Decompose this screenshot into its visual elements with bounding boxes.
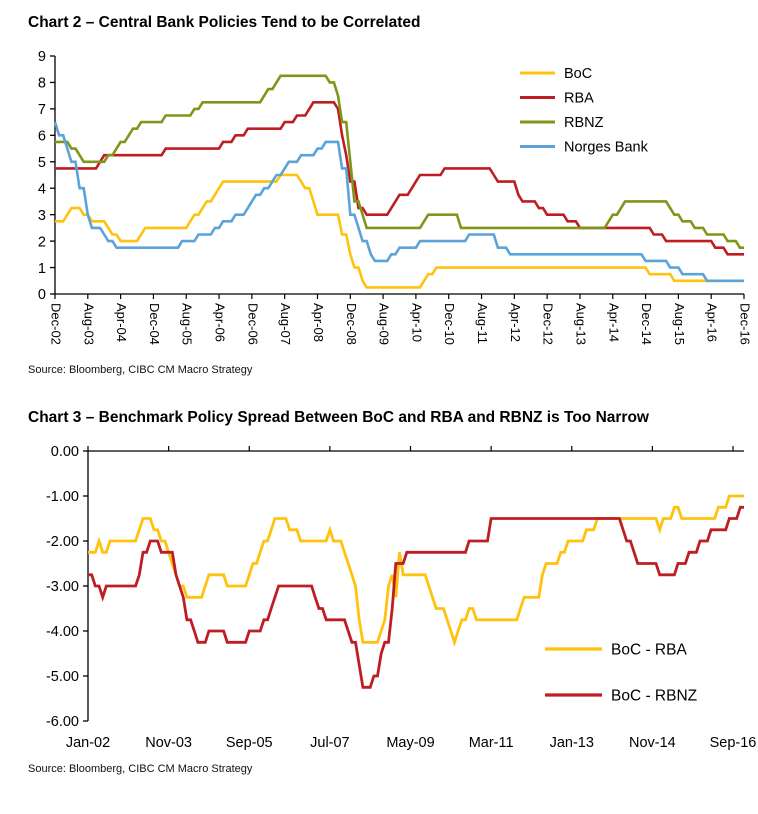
x-tick-label: Aug-03 (81, 303, 96, 345)
x-tick-label: Apr-06 (213, 303, 228, 342)
x-tick-label: Dec-06 (245, 303, 260, 345)
x-tick-label: Dec-16 (738, 303, 753, 345)
x-tick-label: Sep-16 (710, 735, 757, 751)
series-line-boc-rba (88, 494, 744, 647)
y-tick-label: -4.00 (46, 624, 79, 640)
chart3-title: Chart 3 – Benchmark Policy Spread Betwee… (28, 409, 649, 426)
legend-label-boc-rba: BoC - RBA (611, 642, 687, 659)
x-tick-label: Aug-09 (377, 303, 392, 345)
x-tick-label: Dec-14 (639, 303, 654, 345)
y-tick-label: 4 (38, 181, 46, 197)
x-tick-label: Nov-03 (145, 735, 192, 751)
x-tick-label: Dec-08 (344, 303, 359, 345)
chart3-svg: 0.00 -1.00 -2.00 -3.00 -4.00 -5.00 -6.00 Jan-02… (46, 444, 757, 751)
y-tick-label: -1.00 (46, 489, 79, 505)
x-tick-label: Dec-04 (147, 303, 162, 345)
x-tick-label: Dec-02 (49, 303, 64, 345)
x-tick-label: Apr-10 (409, 303, 424, 342)
x-tick-label: Jul-07 (310, 735, 350, 751)
series-line-norges-bank (53, 121, 744, 283)
x-tick-label: Apr-12 (508, 303, 523, 342)
y-tick-label: 9 (38, 49, 46, 65)
legend-label-boc-rbnz: BoC - RBNZ (611, 688, 697, 705)
x-tick-label: Dec-10 (442, 303, 457, 345)
legend-label-rba: RBA (564, 91, 594, 107)
x-tick-label: Nov-14 (629, 735, 676, 751)
series-line-rbnz (55, 74, 744, 249)
y-tick-label: -6.00 (46, 714, 79, 730)
x-tick-label: Jan-13 (550, 735, 594, 751)
chart3-source: Source: Bloomberg, CIBC CM Macro Strateg… (28, 763, 253, 775)
x-tick-label: Apr-14 (606, 303, 621, 342)
y-tick-label: 0 (38, 287, 46, 303)
x-tick-label: Mar-11 (469, 735, 514, 751)
x-tick-label: Aug-11 (475, 303, 490, 344)
x-tick-label: Aug-07 (278, 303, 293, 345)
legend-label-rbnz: RBNZ (564, 115, 604, 131)
legend-label-norges-bank: Norges Bank (564, 140, 649, 156)
y-tick-label: 3 (38, 208, 46, 224)
y-tick-label: -5.00 (46, 669, 79, 685)
chart3-block: Chart 3 – Benchmark Policy Spread Betwee… (0, 376, 758, 775)
chart2-block: Chart 2 – Central Bank Policies Tend to … (0, 0, 758, 376)
x-tick-label: Aug-05 (180, 303, 195, 345)
series-line-boc (55, 173, 744, 289)
chart2-plot: 9 8 7 6 5 4 3 2 1 0 Dec-02 Aug-03 Apr-04 Dec-04 Aug-05… (0, 38, 758, 361)
y-tick-label: 1 (38, 261, 46, 277)
x-tick-label: Jan-02 (66, 735, 110, 751)
chart2-source: Source: Bloomberg, CIBC CM Macro Strateg… (28, 364, 253, 376)
x-tick-label: May-09 (386, 735, 434, 751)
y-tick-label: -2.00 (46, 534, 79, 550)
y-tick-label: 8 (38, 76, 46, 92)
legend-label-boc: BoC (564, 66, 592, 82)
series-line-rba (55, 101, 744, 256)
y-tick-label: 5 (38, 155, 46, 171)
x-tick-label: Dec-12 (541, 303, 556, 345)
y-tick-label: 2 (38, 234, 46, 250)
y-tick-label: 7 (38, 102, 46, 118)
x-tick-label: Aug-13 (573, 303, 588, 345)
chart2-title: Chart 2 – Central Bank Policies Tend to … (28, 14, 421, 31)
x-tick-label: Apr-08 (311, 303, 326, 342)
y-tick-label: 0.00 (51, 444, 79, 460)
y-tick-label: 6 (38, 129, 46, 145)
chart3-plot: 0.00 -1.00 -2.00 -3.00 -4.00 -5.00 -6.00 Jan-02… (0, 433, 758, 760)
x-tick-label: Aug-15 (672, 303, 687, 345)
series-line-boc-rbnz (88, 505, 744, 689)
y-tick-label: -3.00 (46, 579, 79, 595)
x-tick-label: Apr-16 (705, 303, 720, 342)
x-tick-label: Sep-05 (226, 735, 273, 751)
x-tick-label: Apr-04 (114, 303, 129, 342)
